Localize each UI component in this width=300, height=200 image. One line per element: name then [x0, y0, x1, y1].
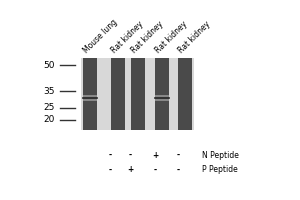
- Bar: [131, 58, 145, 130]
- Text: -: -: [108, 150, 112, 160]
- Text: P Peptide: P Peptide: [202, 166, 238, 174]
- Bar: [178, 58, 192, 130]
- Text: -: -: [108, 166, 112, 174]
- Text: +: +: [127, 166, 133, 174]
- Text: Rat kidney: Rat kidney: [177, 20, 212, 55]
- Bar: [81, 58, 194, 130]
- Text: -: -: [128, 150, 132, 160]
- Text: +: +: [152, 150, 158, 160]
- Bar: [111, 58, 125, 130]
- Text: 35: 35: [44, 86, 55, 96]
- Text: N Peptide: N Peptide: [202, 150, 239, 160]
- Bar: [83, 58, 97, 130]
- Text: 25: 25: [44, 104, 55, 112]
- Bar: [155, 58, 169, 130]
- Text: Rat kidney: Rat kidney: [130, 20, 165, 55]
- Text: -: -: [153, 166, 157, 174]
- Bar: [83, 95, 97, 101]
- Text: 20: 20: [44, 116, 55, 124]
- Text: Mouse lung: Mouse lung: [82, 18, 119, 55]
- Text: Rat kidney: Rat kidney: [110, 20, 145, 55]
- Text: -: -: [176, 150, 180, 160]
- Text: -: -: [176, 166, 180, 174]
- Text: Rat kidney: Rat kidney: [154, 20, 189, 55]
- Bar: [155, 95, 169, 101]
- Text: 50: 50: [44, 60, 55, 70]
